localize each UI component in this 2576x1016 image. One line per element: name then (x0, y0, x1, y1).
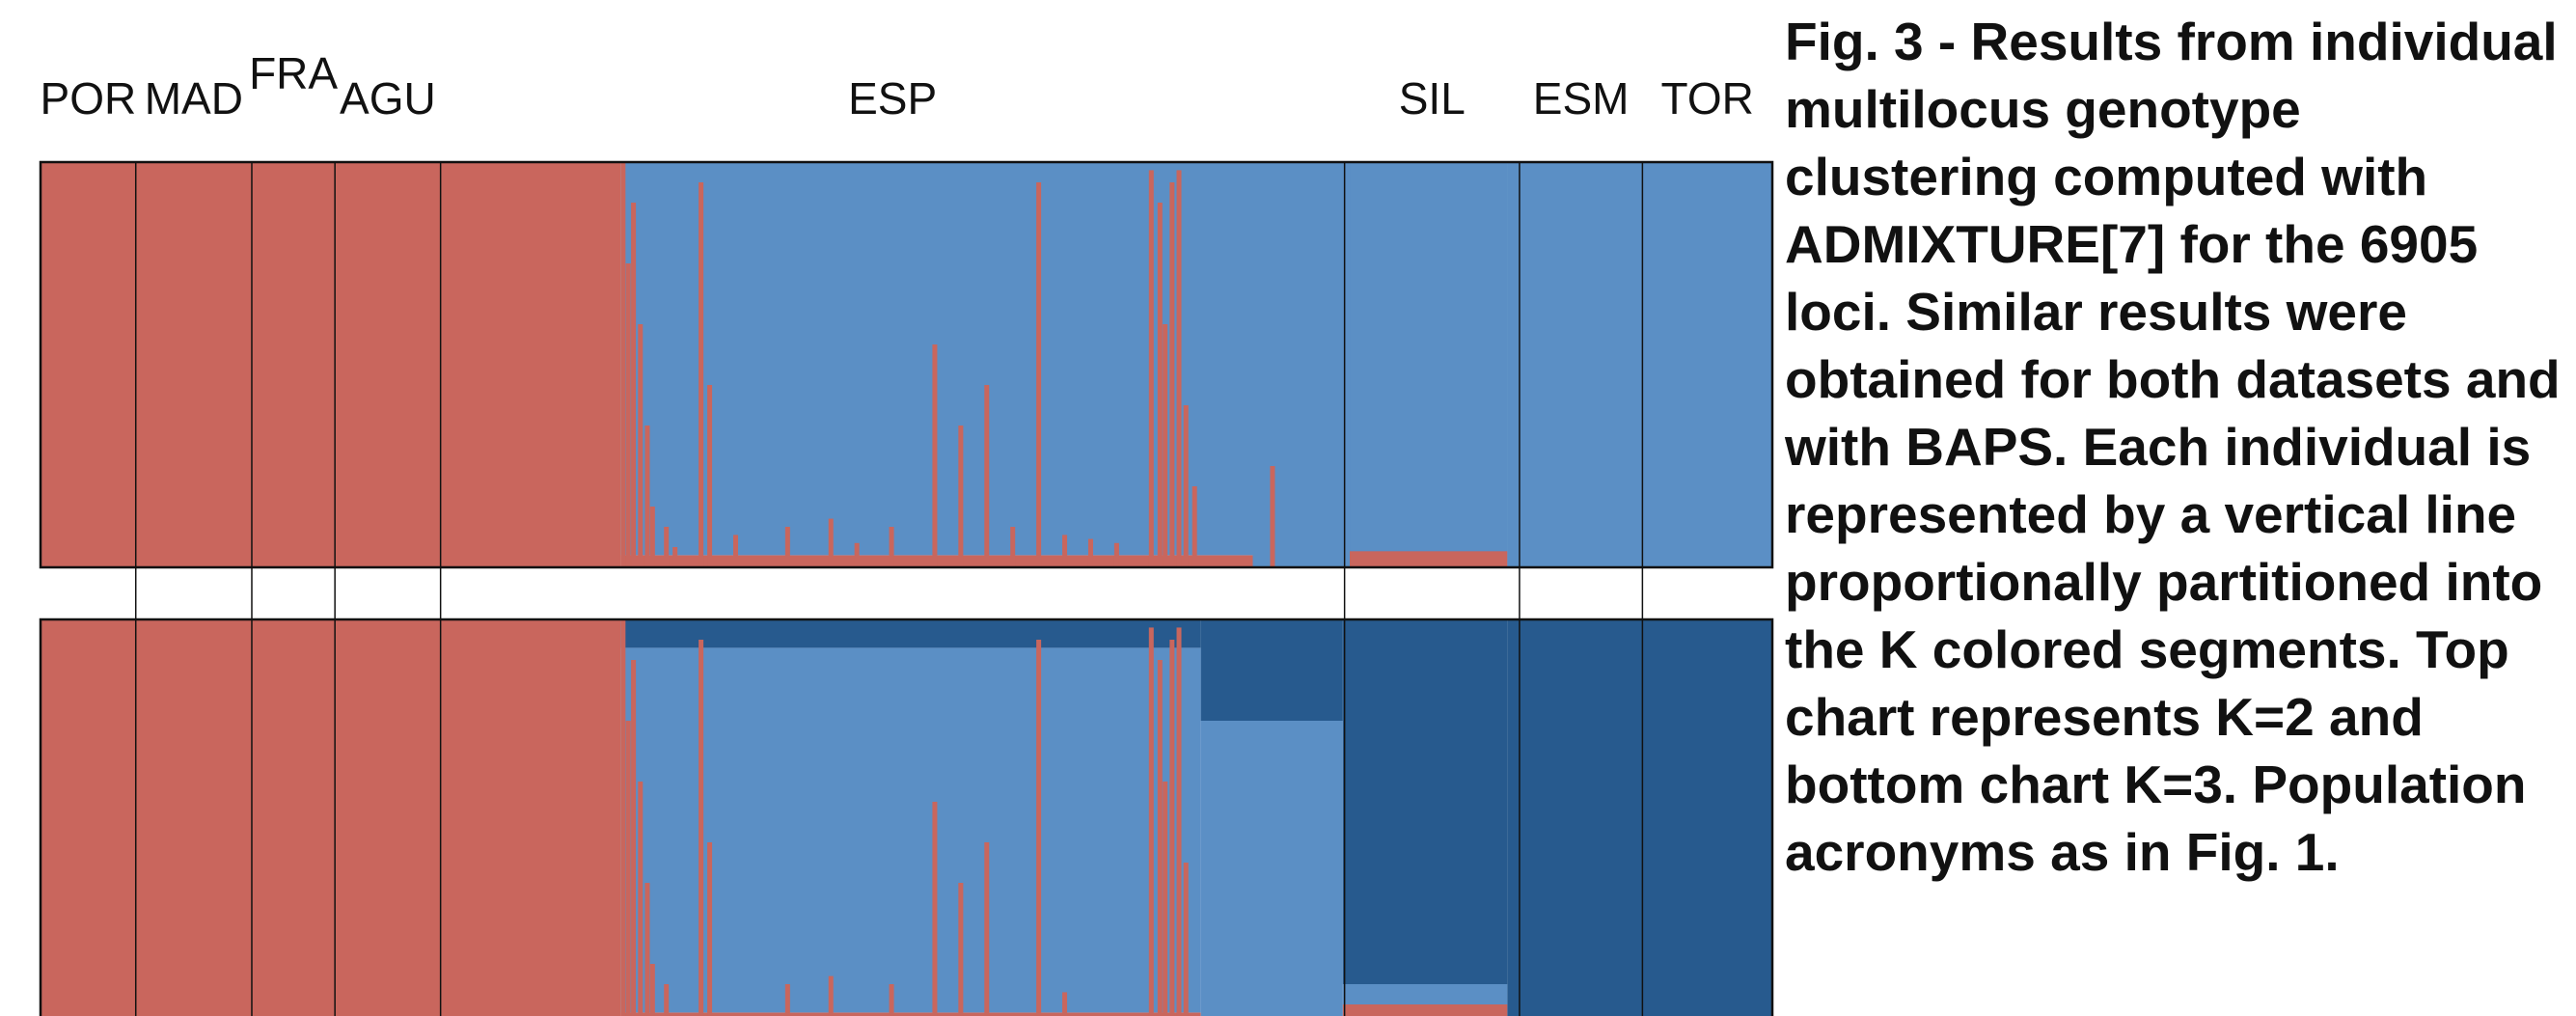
k2-individual-bar-20 (1062, 535, 1068, 567)
k3-panel-frame (39, 618, 1774, 1016)
k3-segment-2-cluster-1 (1200, 721, 1343, 1016)
k3-individual-bar-5 (649, 964, 655, 1016)
k2-individual-bar-8 (699, 182, 704, 567)
k2-individual-bar-14 (889, 527, 894, 567)
k2-individual-bar-13 (854, 542, 860, 567)
k2-individual-bar-1 (625, 263, 631, 567)
admixture-chart-svg: POR MAD FRA AGU ESP SIL ESM TOR (39, 48, 1774, 1016)
k3-individual-bar-22 (1183, 863, 1189, 1016)
k2-individual-bar-17 (984, 385, 990, 567)
k2-individual-bar-5 (649, 507, 655, 567)
k3-individual-bar-6 (664, 984, 670, 1016)
k2-individual-bar-29 (1192, 486, 1197, 567)
population-label-por: POR (41, 73, 137, 124)
k3-segment-3-cluster-1 (1342, 984, 1508, 1004)
k3-individual-bar-7 (699, 640, 704, 1016)
k3-individual-bar-9 (784, 984, 790, 1016)
population-label-agu: AGU (340, 73, 436, 124)
k3-segment-3-cluster-2 (1342, 619, 1508, 984)
k2-individual-bar-18 (1010, 527, 1016, 567)
k2-individual-bar-16 (958, 426, 964, 567)
k2-individual-bar-28 (1183, 405, 1189, 567)
population-label-fra: FRA (249, 48, 338, 98)
k3-individual-bar-0 (620, 619, 626, 1016)
k2-individual-bar-4 (644, 426, 650, 567)
k3-individual-bar-21 (1176, 627, 1182, 1016)
k3-individual-bar-16 (1062, 992, 1068, 1016)
k3-segment-3-cluster-0 (1342, 1004, 1508, 1016)
admixture-chart: POR MAD FRA AGU ESP SIL ESM TOR (39, 48, 1774, 1016)
k3-individual-bar-17 (1148, 627, 1154, 1016)
k3-individual-bar-10 (828, 975, 834, 1016)
k2-individual-bar-26 (1169, 182, 1175, 567)
k2-segment-4-cluster-1 (1507, 162, 1772, 567)
population-label-esp: ESP (848, 73, 937, 124)
k2-individual-bar-30 (1270, 466, 1275, 567)
k2-panel-frame (39, 160, 1774, 569)
k3-individual-bar-15 (1036, 640, 1042, 1016)
k2-individual-bar-9 (707, 385, 713, 567)
k2-individual-bar-24 (1157, 203, 1163, 567)
k3-individual-bar-13 (958, 883, 964, 1016)
population-label-mad: MAD (145, 73, 243, 124)
k3-segment-1-cluster-0 (620, 1012, 1201, 1016)
k3-segment-2-cluster-2 (1200, 619, 1343, 721)
figure-label: Fig. 3 - (1785, 12, 1957, 71)
figure-caption: Fig. 3 - Results from individual multilo… (1785, 8, 2568, 886)
k3-individual-bar-19 (1163, 782, 1168, 1016)
population-label-tor: TOR (1661, 73, 1754, 124)
k3-segment-1-cluster-1 (620, 647, 1201, 1013)
k2-individual-bar-3 (638, 324, 644, 567)
k2-individual-bar-10 (733, 535, 738, 567)
k2-segment-3-cluster-1 (1350, 162, 1508, 552)
k3-individual-bar-11 (889, 984, 894, 1016)
k2-individual-bar-21 (1087, 538, 1093, 567)
k3-segment-0-cluster-0 (41, 619, 621, 1016)
k3-individual-bar-14 (984, 842, 990, 1016)
k3-individual-bar-2 (631, 660, 637, 1016)
population-label-esm: ESM (1533, 73, 1630, 124)
k3-individual-bar-20 (1169, 640, 1175, 1016)
k2-individual-bar-23 (1148, 170, 1154, 567)
k2-individual-bar-7 (672, 547, 678, 567)
k2-individual-bar-15 (932, 344, 938, 567)
k3-segment-4-cluster-2 (1507, 619, 1772, 1016)
k2-individual-bar-6 (664, 527, 670, 567)
k3-individual-bar-4 (644, 883, 650, 1016)
k2-individual-bar-25 (1163, 324, 1168, 567)
k3-segment-1-cluster-2 (620, 619, 1201, 648)
k3-individual-bar-1 (625, 721, 631, 1016)
k2-individual-bar-22 (1113, 542, 1119, 567)
k2-individual-bar-19 (1036, 182, 1042, 567)
k2-individual-bar-0 (620, 162, 626, 567)
k2-individual-bar-27 (1176, 170, 1182, 567)
k3-individual-bar-3 (638, 782, 644, 1016)
k2-segment-3-cluster-0 (1350, 551, 1508, 567)
k2-individual-bar-2 (631, 203, 637, 567)
k3-individual-bar-8 (707, 842, 713, 1016)
k3-individual-bar-12 (932, 802, 938, 1016)
caption-text: Results from individual multilocus genot… (1785, 12, 2561, 882)
population-label-sil: SIL (1399, 73, 1466, 124)
k2-segment-0-cluster-0 (41, 162, 621, 567)
k2-individual-bar-12 (828, 518, 834, 567)
k2-individual-bar-11 (784, 527, 790, 567)
k3-individual-bar-18 (1157, 660, 1163, 1016)
